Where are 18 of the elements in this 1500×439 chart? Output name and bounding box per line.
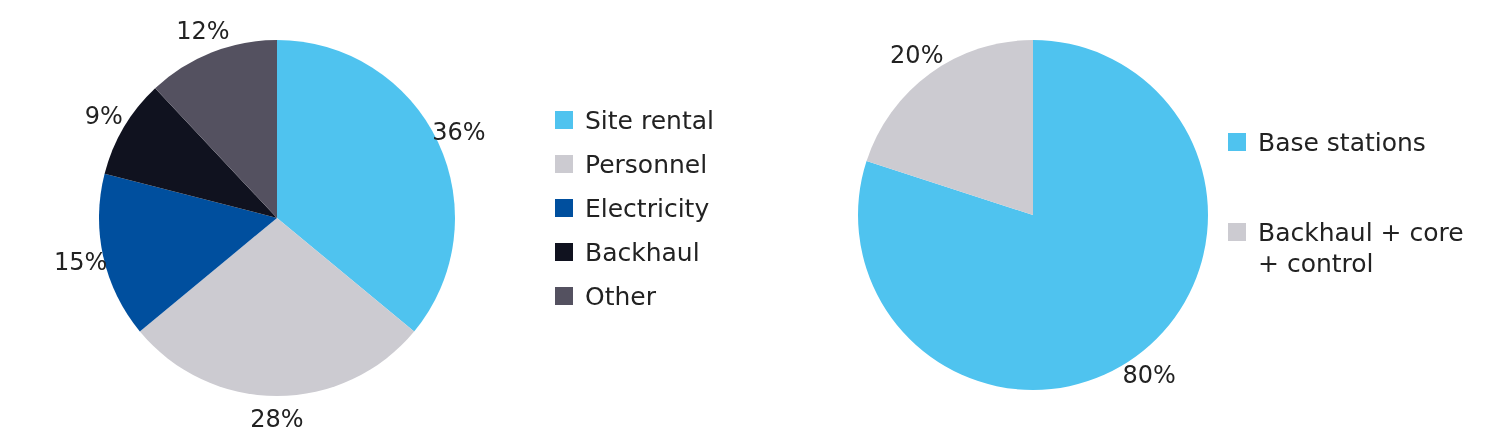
legend-label: Base stations (1258, 127, 1426, 157)
pie-slice (139, 218, 415, 396)
pie-slice (155, 40, 277, 218)
pie-slice (858, 40, 1208, 390)
data-label: 80% (1122, 360, 1176, 389)
pie-slice (866, 40, 1033, 215)
data-label: 36% (432, 118, 486, 147)
data-label: 9% (84, 101, 123, 130)
legend-label: Other (585, 281, 657, 311)
legend-label: Electricity (585, 193, 710, 223)
data-label: 12% (176, 16, 230, 45)
data-label: 15% (54, 247, 108, 276)
legend-label: Backhaul + core + control (1258, 217, 1464, 278)
data-label: 20% (890, 41, 944, 70)
legend-label: Backhaul (585, 237, 700, 267)
legend-label: Site rental (585, 105, 714, 135)
legend-label: Personnel (585, 149, 708, 179)
data-label: 28% (250, 405, 304, 434)
